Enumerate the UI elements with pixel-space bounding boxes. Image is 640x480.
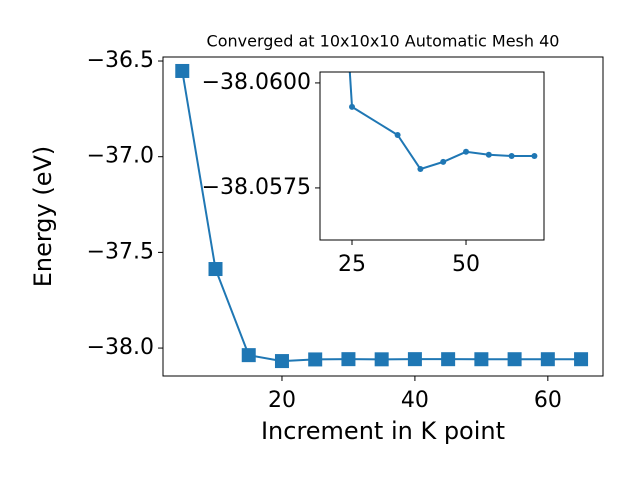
- axes-frame: [319, 71, 545, 241]
- marker: [349, 103, 356, 110]
- marker: [394, 132, 401, 138]
- chart-title: Converged at 10x10x10 Automatic Mesh 40: [207, 32, 560, 51]
- x-tick-label: 50: [452, 252, 480, 277]
- marker: [374, 352, 389, 367]
- y-tick-label: −38.0: [87, 335, 154, 360]
- marker: [441, 352, 456, 367]
- marker: [508, 153, 515, 159]
- marker: [274, 354, 289, 369]
- x-tick-label: 40: [401, 388, 429, 413]
- axes-frame: [162, 56, 604, 377]
- marker: [574, 352, 589, 367]
- marker: [531, 153, 538, 159]
- marker: [463, 148, 470, 155]
- marker: [417, 166, 424, 173]
- x-axis-label: Increment in K point: [261, 417, 505, 445]
- marker: [341, 352, 356, 367]
- marker: [507, 352, 522, 367]
- marker: [540, 352, 555, 367]
- x-tick-label: 25: [338, 252, 366, 277]
- y-tick-label: −38.0600: [202, 70, 311, 95]
- marker: [407, 352, 422, 367]
- marker: [474, 352, 489, 367]
- x-tick-label: 60: [534, 388, 562, 413]
- marker: [208, 262, 223, 277]
- x-tick-label: 20: [268, 388, 296, 413]
- marker: [241, 348, 256, 363]
- marker: [440, 158, 447, 165]
- plot: [175, 63, 589, 369]
- y-tick-label: −38.0575: [202, 175, 311, 200]
- y-tick-label: −36.5: [87, 48, 154, 73]
- marker: [175, 63, 190, 78]
- y-tick-label: −37.0: [87, 144, 154, 169]
- plot: [348, 72, 538, 173]
- marker: [308, 352, 323, 367]
- y-axis-label: Energy (eV): [29, 146, 57, 288]
- y-tick-label: −37.5: [87, 239, 154, 264]
- marker: [485, 151, 492, 158]
